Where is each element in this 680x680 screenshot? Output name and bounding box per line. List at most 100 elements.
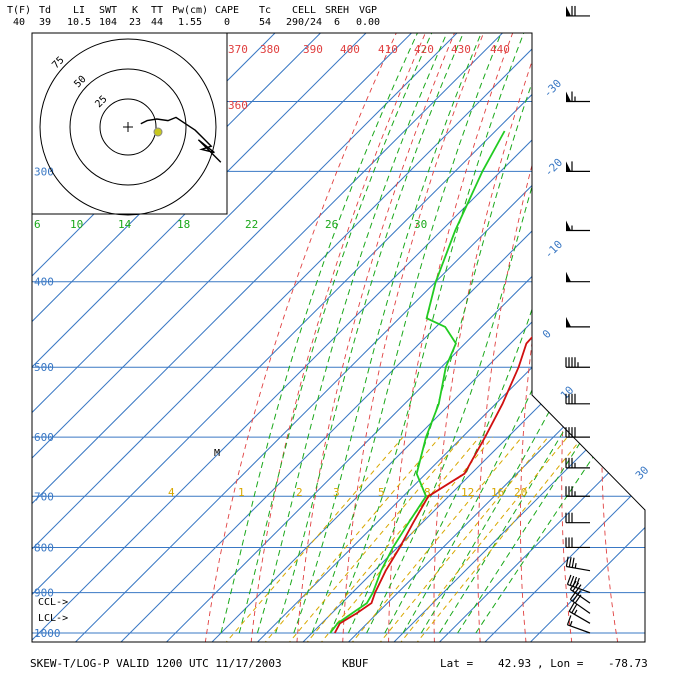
theta-label: 400 [340,43,360,56]
mixing-ratio-label: 4 [168,486,175,499]
barb-full [568,557,572,568]
level-marker: M [214,448,220,459]
pressure-label: 500 [34,361,54,374]
wind-barb [566,91,590,103]
barb-full [565,556,569,567]
mixing-ratio-label: 12 [461,486,474,499]
hodograph-ring [99,98,157,156]
index-value: 44 [150,17,164,28]
index-swt: SWT 104 [83,5,133,29]
hodograph-ring [69,68,187,186]
mixing-ratio-label: 5 [378,486,385,499]
mixing-ratio-line [298,436,480,642]
index-cape: CAPE 0 [202,5,252,29]
mixing-ratio-line [409,436,584,642]
footer-title: SKEW-T/LOG-P VALID 1200 UTC 11/17/2003 [30,657,282,670]
barb-flag [566,220,571,231]
index-li: LI 10.5 [54,5,104,29]
wind-barb [566,316,590,328]
isotherm-line [393,33,645,642]
moist-adiabat-line [311,33,509,634]
isotherm-line [166,33,645,642]
isotherm-line [211,33,645,642]
barb-full [566,574,572,585]
theta-e-label: 10 [70,218,83,231]
moist-adiabat-line [347,33,557,634]
barb-flag [566,91,571,102]
moist-adiabat-line [293,33,489,634]
isotherm-label: 10 [558,384,577,403]
wind-barb [565,556,591,572]
stability-indices-header: T(F) 40 Td 39 LI 10.5 SWT 104 K 23 TT 44 Pw(cm) 1.55 C… [0,5,680,35]
theta-label: 440 [490,43,510,56]
theta-label: 420 [414,43,434,56]
barb-full [571,557,575,568]
index-value: 39 [38,17,52,28]
index-value: 23 [128,17,142,28]
moist-adiabat-line [438,33,645,634]
isotherm-line [32,33,549,642]
barb-full [575,577,580,588]
index-label: VGP [358,5,378,16]
moist-adiabat-line [329,33,531,634]
index-label: Pw(cm) [171,5,209,16]
theta-label: 430 [451,43,471,56]
index-value: 1.55 [177,17,203,28]
moist-adiabat-line [420,33,645,634]
isotherm-line [32,33,594,642]
hodograph-ring [39,38,217,216]
pressure-label: 800 [34,541,54,554]
hodograph-trace [140,116,222,163]
pressure-label: 400 [34,276,54,289]
mixing-ratio-label: 3 [333,486,340,499]
isotherm-line [32,33,503,642]
ccl-label: CCL-> [38,597,68,608]
pressure-label: 900 [34,587,54,600]
dry-adiabat-line [561,33,645,642]
theta-e-label: 30 [414,218,427,231]
mixing-ratio-line [372,436,549,642]
dry-adiabat-line [249,33,565,642]
index-sreh: SREH 6 [312,5,362,29]
index-label: T(F) [6,5,32,16]
theta-label: 410 [378,43,398,56]
theta-e-label: 26 [325,218,338,231]
footer-lon-label: , Lon = [537,657,584,670]
wind-barb [565,537,590,549]
mixing-ratio-label: 20 [514,486,527,499]
index-value: 40 [12,17,26,28]
wind-barb [565,393,590,405]
index-label: TT [150,5,164,16]
mixing-ratio-line [256,436,441,642]
index-pw-cm: Pw(cm) 1.55 [165,5,215,29]
barb-half [574,563,577,569]
barb-staff [569,599,591,614]
lcl-label: LCL-> [38,613,68,624]
index-tc: Tc 54 [240,5,290,29]
barb-half [577,590,582,595]
wind-barb [568,602,591,624]
dry-adiabat-line [601,33,645,642]
barb-half [573,609,578,615]
theta-label: 390 [303,43,323,56]
index-vgp: VGP 0.00 [343,5,393,29]
isotherm-line [32,33,367,642]
isotherm-label: 30 [633,464,652,483]
dry-adiabat-line [203,33,542,642]
index-label: CAPE [214,5,240,16]
index-value: 290/24 [285,17,323,28]
barb-flag [566,316,571,327]
index-value: 0 [223,17,231,28]
dry-adiabat-line [433,33,645,642]
isotherm-label: -20 [542,156,565,179]
isotherm-label: 0 [540,327,554,341]
barb-half [569,620,573,627]
index-label: SWT [98,5,118,16]
index-value: 6 [333,17,341,28]
barb-flag [566,271,571,282]
footer-lon: -78.73 [608,657,648,670]
index-tt: TT 44 [132,5,182,29]
mixing-ratio-line [280,436,463,642]
moist-adiabat-line [366,33,587,634]
